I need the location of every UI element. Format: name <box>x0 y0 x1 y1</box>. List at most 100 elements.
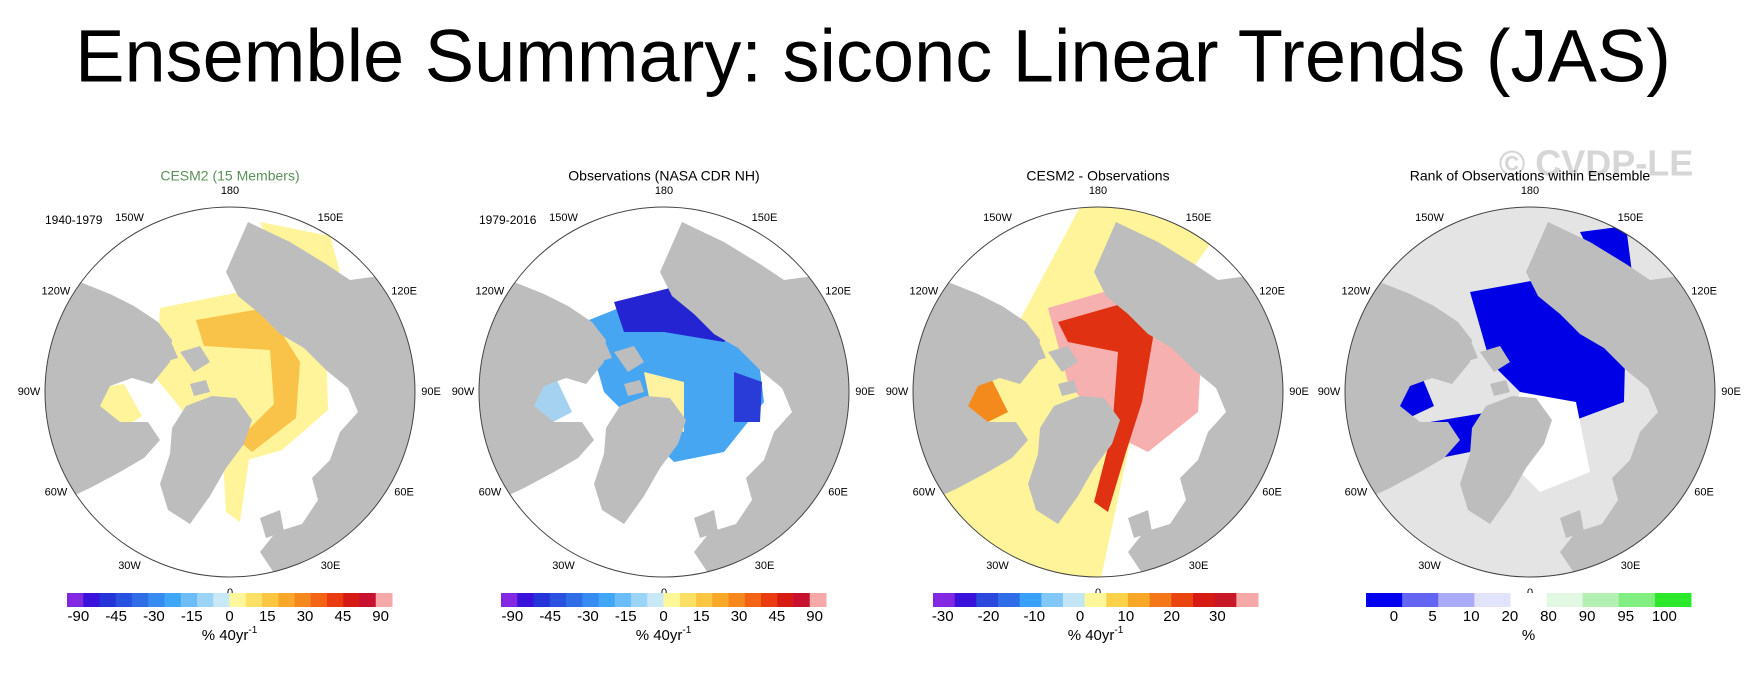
colorbar-box <box>1084 593 1107 607</box>
colorbar-box <box>1546 593 1584 607</box>
longitude-label: 30E <box>1189 560 1209 572</box>
longitude-label: 180 <box>1089 185 1107 197</box>
unit-text: % <box>1522 627 1535 644</box>
colorbar-tick-label: 90 <box>806 608 823 625</box>
colorbar-unit: % <box>1522 627 1535 644</box>
longitude-label: 60E <box>828 486 848 498</box>
longitude-label: 90E <box>855 386 875 398</box>
colorbar-tick-label: 0 <box>659 608 667 625</box>
colorbar-tick-label: 20 <box>1501 608 1518 625</box>
colorbar-box <box>1236 593 1259 607</box>
colorbar-tick-label: -30 <box>143 608 165 625</box>
colorbar-box <box>1618 593 1656 607</box>
colorbar-box <box>164 593 182 607</box>
colorbar-box <box>1510 593 1548 607</box>
colorbar-tick-label: 0 <box>225 608 233 625</box>
colorbar-unit: % 40yr-1 <box>202 625 258 644</box>
colorbar-box <box>998 593 1021 607</box>
colorbar-box <box>1149 593 1172 607</box>
colorbar-box <box>1171 593 1194 607</box>
longitude-label: 0 <box>1527 587 1533 599</box>
period-label: 1979-2016 <box>479 213 537 227</box>
colorbar-box <box>1402 593 1439 607</box>
colorbar-box <box>712 593 729 607</box>
colorbar-box <box>262 593 279 607</box>
colorbar-box <box>327 593 344 607</box>
colorbar-tick-label: 15 <box>693 608 710 625</box>
period-label: 1940-1979 <box>45 213 103 227</box>
longitude-label: 30W <box>1418 560 1441 572</box>
map <box>478 206 850 578</box>
colorbar-box <box>1582 593 1620 607</box>
colorbar-box <box>1366 593 1403 607</box>
longitude-label: 150W <box>549 212 578 224</box>
figure-title: Ensemble Summary: siconc Linear Trends (… <box>75 15 1671 98</box>
colorbar-tick-label: -30 <box>932 608 954 625</box>
colorbar-box <box>67 593 84 607</box>
colorbar-box <box>809 593 827 607</box>
panel-title: Observations (NASA CDR NH) <box>568 168 759 184</box>
longitude-label: 60W <box>913 486 936 498</box>
colorbar-box <box>180 593 198 607</box>
colorbar-box <box>1019 593 1042 607</box>
colorbar-box <box>245 593 263 607</box>
longitude-label: 120W <box>910 285 939 297</box>
colorbar-box <box>197 593 214 607</box>
colorbar-box <box>1214 593 1237 607</box>
longitude-label: 30E <box>321 560 341 572</box>
colorbar-tick-label: -10 <box>1023 608 1045 625</box>
longitude-label: 0 <box>1095 587 1101 599</box>
colorbar-box <box>777 593 794 607</box>
colorbar-box <box>582 593 599 607</box>
colorbar-box <box>517 593 534 607</box>
longitude-label: 120E <box>825 285 851 297</box>
longitude-label: 150E <box>1618 212 1644 224</box>
longitude-label: 90E <box>421 386 441 398</box>
map <box>44 206 416 578</box>
longitude-label: 60W <box>479 486 502 498</box>
longitude-label: 90E <box>1289 386 1309 398</box>
colorbar-box <box>1128 593 1151 607</box>
colorbar-box <box>1654 593 1692 607</box>
colorbar-tick-label: 10 <box>1463 608 1480 625</box>
colorbar-tick-label: 30 <box>1209 608 1226 625</box>
colorbar-tick-label: 10 <box>1117 608 1134 625</box>
colorbar-tick-label: 15 <box>259 608 276 625</box>
colorbar-box <box>1063 593 1086 607</box>
longitude-label: 90W <box>886 386 909 398</box>
colorbar-box <box>598 593 616 607</box>
longitude-label: 120W <box>1342 285 1371 297</box>
colorbar-tick-label: 30 <box>297 608 314 625</box>
longitude-label: 150E <box>1186 212 1212 224</box>
colorbar-box <box>359 593 377 607</box>
map <box>912 206 1284 578</box>
longitude-label: 90W <box>452 386 475 398</box>
colorbar-box <box>1193 593 1216 607</box>
longitude-label: 30E <box>1621 560 1641 572</box>
colorbar-unit: % 40yr-1 <box>1068 625 1124 644</box>
colorbar-box <box>566 593 583 607</box>
longitude-label: 60E <box>1694 486 1714 498</box>
longitude-label: 30W <box>986 560 1009 572</box>
map <box>1344 206 1716 578</box>
longitude-label: 150W <box>115 212 144 224</box>
colorbar-tick-label: -20 <box>978 608 1000 625</box>
colorbar-box <box>647 593 664 607</box>
colorbar-box <box>728 593 746 607</box>
unit-exponent: -1 <box>682 625 691 636</box>
longitude-label: 90W <box>1318 386 1341 398</box>
colorbar-tick-label: 45 <box>769 608 786 625</box>
colorbar-box <box>310 593 328 607</box>
longitude-label: 30W <box>552 560 575 572</box>
longitude-label: 150E <box>752 212 778 224</box>
longitude-label: 90E <box>1721 386 1741 398</box>
unit-exponent: -1 <box>248 625 257 636</box>
colorbar-box <box>375 593 393 607</box>
colorbar-tick-label: 100 <box>1652 608 1677 625</box>
longitude-label: 120W <box>476 285 505 297</box>
longitude-label: 30E <box>755 560 775 572</box>
longitude-label: 60E <box>1262 486 1282 498</box>
colorbar-box <box>132 593 149 607</box>
longitude-label: 90W <box>18 386 41 398</box>
